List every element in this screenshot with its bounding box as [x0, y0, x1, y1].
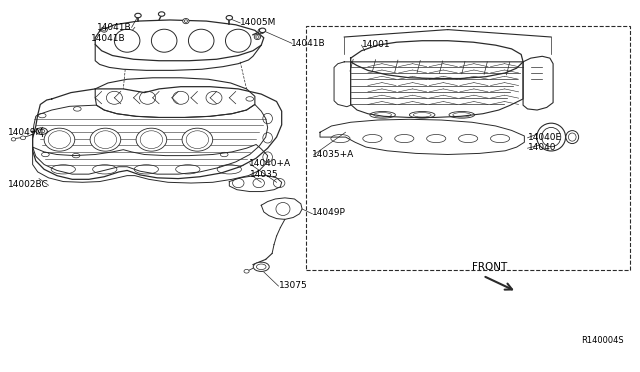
- Polygon shape: [261, 198, 302, 219]
- Ellipse shape: [260, 30, 263, 32]
- Text: 13075: 13075: [278, 281, 307, 290]
- Polygon shape: [33, 105, 268, 174]
- Ellipse shape: [258, 29, 264, 34]
- Text: 14040E: 14040E: [527, 132, 562, 142]
- Ellipse shape: [12, 138, 16, 141]
- Text: 14049M: 14049M: [8, 128, 45, 137]
- Ellipse shape: [184, 20, 188, 22]
- Polygon shape: [334, 62, 351, 107]
- Text: 14035: 14035: [250, 170, 278, 179]
- Ellipse shape: [182, 128, 212, 151]
- Ellipse shape: [152, 29, 177, 52]
- Text: 14041B: 14041B: [291, 39, 326, 48]
- Ellipse shape: [225, 29, 251, 52]
- Ellipse shape: [90, 128, 121, 151]
- Ellipse shape: [537, 123, 566, 151]
- Ellipse shape: [101, 27, 108, 32]
- Polygon shape: [95, 20, 264, 61]
- Text: 14040+A: 14040+A: [248, 158, 291, 167]
- Ellipse shape: [253, 262, 269, 272]
- Ellipse shape: [244, 269, 249, 273]
- Text: R140004S: R140004S: [580, 336, 623, 346]
- Text: 14035+A: 14035+A: [312, 150, 355, 159]
- Polygon shape: [523, 56, 553, 110]
- Ellipse shape: [188, 29, 214, 52]
- Ellipse shape: [115, 29, 140, 52]
- Ellipse shape: [254, 35, 260, 39]
- Text: 14040: 14040: [527, 142, 556, 151]
- Text: 14005M: 14005M: [240, 18, 276, 27]
- Ellipse shape: [20, 136, 26, 140]
- Polygon shape: [33, 87, 282, 179]
- Text: 14049P: 14049P: [312, 208, 346, 217]
- Text: FRONT: FRONT: [472, 262, 508, 272]
- Polygon shape: [351, 62, 523, 118]
- Text: 14041B: 14041B: [97, 23, 132, 32]
- Ellipse shape: [136, 128, 167, 151]
- Text: 14002BC: 14002BC: [8, 180, 49, 189]
- Ellipse shape: [259, 28, 266, 33]
- Polygon shape: [229, 176, 282, 192]
- Ellipse shape: [182, 19, 189, 24]
- Ellipse shape: [102, 28, 106, 31]
- Bar: [306, 26, 630, 270]
- Ellipse shape: [159, 12, 165, 16]
- Text: 14001: 14001: [362, 40, 390, 49]
- Ellipse shape: [566, 131, 579, 144]
- Ellipse shape: [135, 13, 141, 18]
- Ellipse shape: [256, 36, 259, 38]
- Ellipse shape: [44, 128, 75, 151]
- Ellipse shape: [226, 16, 232, 20]
- Ellipse shape: [36, 128, 47, 135]
- Polygon shape: [33, 144, 268, 183]
- Polygon shape: [320, 119, 524, 154]
- Text: 14041B: 14041B: [91, 34, 125, 44]
- Polygon shape: [351, 41, 523, 78]
- Polygon shape: [95, 78, 255, 118]
